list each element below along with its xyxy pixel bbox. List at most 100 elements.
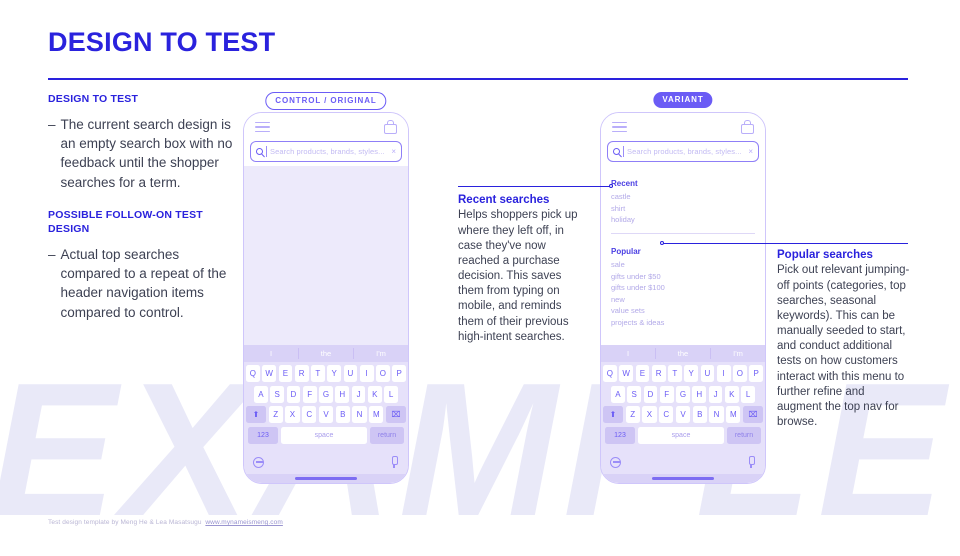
key-b[interactable]: B [335, 406, 350, 424]
keyboard-suggestion[interactable]: I [269, 349, 273, 359]
key-a[interactable]: A [253, 385, 268, 403]
keyboard-suggestion[interactable]: I [626, 349, 630, 359]
key-y[interactable]: Y [327, 365, 341, 383]
key-r[interactable]: R [651, 365, 666, 383]
key-s[interactable]: S [627, 385, 642, 403]
section-heading-followon-test: POSSIBLE FOLLOW-ON TEST DESIGN [48, 208, 203, 235]
microphone-icon[interactable] [746, 455, 756, 469]
key-u[interactable]: U [343, 365, 358, 383]
badge-control: CONTROL / ORIGINAL [265, 92, 387, 110]
key-h[interactable]: H [335, 385, 350, 403]
key-q[interactable]: Q [603, 365, 617, 383]
key-t[interactable]: T [668, 365, 682, 383]
key-o[interactable]: O [376, 365, 390, 383]
shopping-bag-icon[interactable] [384, 120, 397, 134]
key-h[interactable]: H [692, 385, 707, 403]
key-z[interactable]: Z [625, 406, 640, 424]
key-shift[interactable]: ⬆ [246, 406, 267, 424]
key-r[interactable]: R [294, 365, 309, 383]
suggestion-item[interactable]: castle [611, 192, 631, 201]
key-numbers[interactable]: 123 [248, 426, 278, 444]
key-c[interactable]: C [302, 406, 317, 424]
key-b[interactable]: B [692, 406, 707, 424]
suggestion-item[interactable]: shirt [611, 203, 626, 213]
key-d[interactable]: D [286, 385, 301, 403]
suggestion-item[interactable]: value sets [611, 306, 645, 316]
microphone-icon[interactable] [389, 455, 399, 469]
suggestion-item[interactable]: holiday [611, 215, 635, 225]
keyboard-suggestion[interactable]: I'm [353, 348, 408, 360]
key-k[interactable]: K [724, 385, 739, 403]
key-o[interactable]: O [733, 365, 747, 383]
search-input-variant[interactable]: Search products, brands, styles... × [607, 141, 759, 162]
suggestion-item[interactable]: new [611, 294, 625, 304]
key-c[interactable]: C [659, 406, 674, 424]
key-i[interactable]: I [359, 365, 374, 383]
hamburger-icon[interactable] [612, 121, 627, 133]
key-e[interactable]: E [278, 365, 293, 383]
key-m[interactable]: M [726, 406, 741, 424]
key-s[interactable]: S [270, 385, 285, 403]
key-space[interactable]: space [638, 426, 724, 444]
emoji-icon[interactable] [253, 456, 264, 468]
key-w[interactable]: W [619, 365, 633, 383]
key-i[interactable]: I [716, 365, 731, 383]
key-x[interactable]: X [642, 406, 657, 424]
footer-credit: Test design template by Meng He & Lea Ma… [48, 519, 283, 526]
suggestion-item[interactable]: projects & ideas [611, 318, 665, 327]
key-n[interactable]: N [709, 406, 724, 424]
clear-icon[interactable]: × [391, 147, 396, 156]
annotation-recent-searches: Recent searches Helps shoppers pick up w… [458, 193, 582, 345]
suggestion-item[interactable]: gifts under $50 [611, 271, 661, 281]
key-z[interactable]: Z [268, 406, 283, 424]
phone-mockup-control: CONTROL / ORIGINAL Search products, bran… [243, 92, 409, 484]
key-numbers[interactable]: 123 [605, 426, 635, 444]
key-a[interactable]: A [610, 385, 625, 403]
key-n[interactable]: N [352, 406, 367, 424]
key-t[interactable]: T [311, 365, 325, 383]
key-y[interactable]: Y [684, 365, 698, 383]
suggestion-item[interactable]: gifts under $100 [611, 283, 665, 293]
key-j[interactable]: J [708, 385, 723, 403]
bullet-item-current-design: – The current search design is an empty … [48, 115, 238, 192]
key-g[interactable]: G [676, 385, 690, 403]
key-v[interactable]: V [318, 406, 334, 424]
key-e[interactable]: E [635, 365, 650, 383]
emoji-icon[interactable] [610, 456, 621, 468]
hamburger-icon[interactable] [255, 121, 270, 133]
key-l[interactable]: L [741, 385, 756, 403]
keyboard-suggestion[interactable]: I'm [710, 348, 765, 360]
key-f[interactable]: F [659, 385, 674, 403]
key-k[interactable]: K [367, 385, 382, 403]
keyboard-row-4: 123 space return [603, 426, 763, 444]
keyboard-suggestion[interactable]: the [655, 348, 710, 360]
key-v[interactable]: V [675, 406, 691, 424]
clear-icon[interactable]: × [748, 147, 753, 156]
key-backspace[interactable]: ⌧ [742, 406, 763, 424]
footer-link[interactable]: www.mynameismeng.com [205, 519, 283, 526]
key-backspace[interactable]: ⌧ [385, 406, 406, 424]
suggestion-item[interactable]: sale [611, 259, 625, 269]
bullet-marker: – [48, 117, 56, 133]
key-return[interactable]: return [727, 426, 761, 444]
key-space[interactable]: space [281, 426, 367, 444]
key-u[interactable]: U [700, 365, 715, 383]
key-g[interactable]: G [319, 385, 333, 403]
search-input-control[interactable]: Search products, brands, styles... × [250, 141, 402, 162]
key-f[interactable]: F [302, 385, 317, 403]
key-p[interactable]: P [749, 365, 763, 383]
key-q[interactable]: Q [246, 365, 260, 383]
shopping-bag-icon[interactable] [741, 120, 754, 134]
bullet-text: The current search design is an empty se… [60, 117, 233, 190]
key-j[interactable]: J [351, 385, 366, 403]
key-x[interactable]: X [285, 406, 300, 424]
key-p[interactable]: P [392, 365, 406, 383]
home-indicator [652, 477, 714, 480]
key-return[interactable]: return [370, 426, 404, 444]
key-w[interactable]: W [262, 365, 276, 383]
keyboard-suggestion[interactable]: the [298, 348, 353, 360]
key-d[interactable]: D [643, 385, 658, 403]
key-l[interactable]: L [384, 385, 399, 403]
key-shift[interactable]: ⬆ [603, 406, 624, 424]
key-m[interactable]: M [369, 406, 384, 424]
